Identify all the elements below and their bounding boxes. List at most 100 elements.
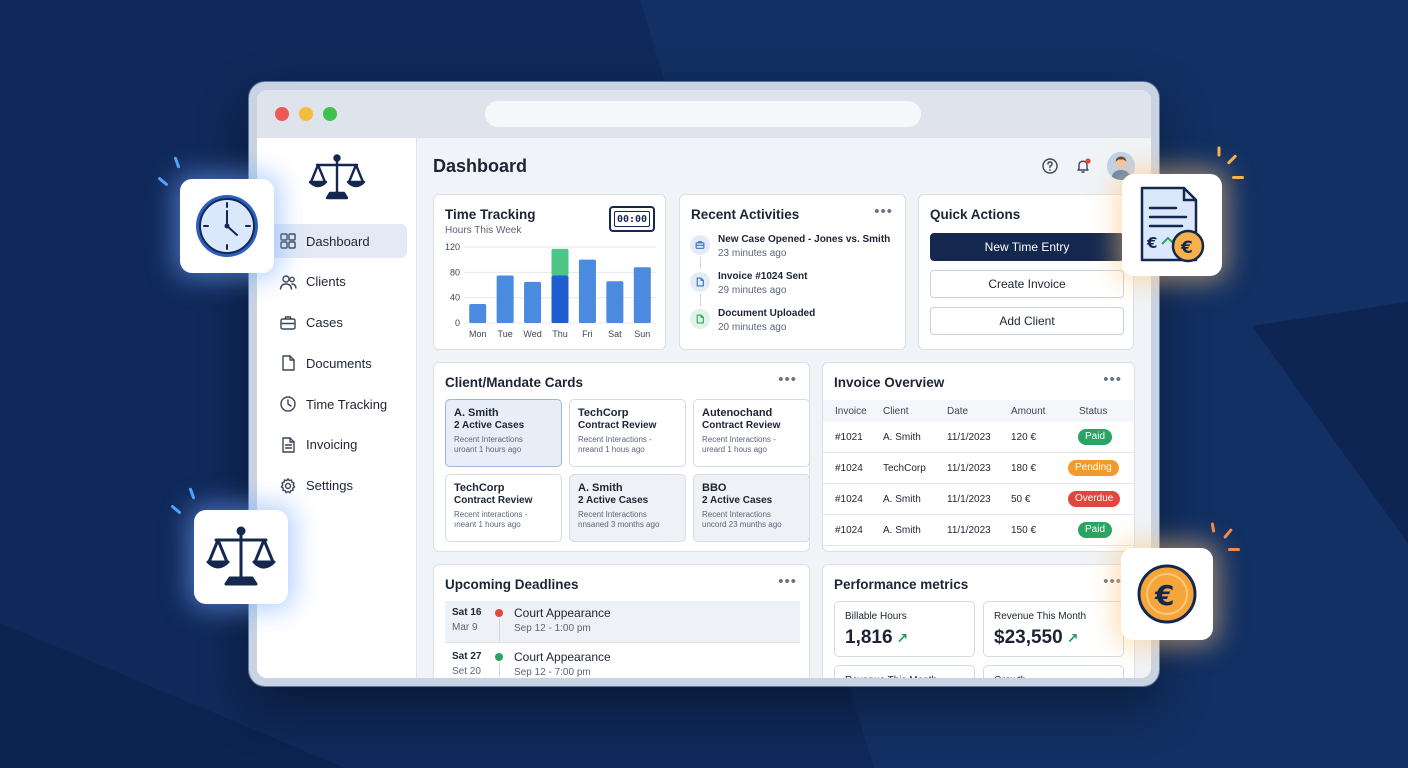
deadline-subdate: Mar 9 [452, 622, 478, 633]
client-meta-time: ureard 1 hous ago [702, 445, 767, 454]
more-options-icon[interactable]: ••• [1103, 371, 1122, 388]
activity-document-icon [690, 309, 710, 329]
status-badge: Paid [1078, 429, 1113, 445]
column-header[interactable]: Client [883, 406, 909, 417]
y-tick-label: 40 [450, 293, 460, 303]
client-card[interactable]: A. Smith 2 Active Cases Recent Interaction… [569, 474, 686, 542]
activity-time: 23 minutes ago [718, 248, 787, 259]
sidebar-item-dashboard[interactable]: Dashboard [271, 224, 407, 258]
activity-briefcase-icon [690, 235, 710, 255]
sidebar-item-documents[interactable]: Documents [271, 346, 407, 380]
client-name: Autenochand [702, 407, 773, 419]
cell-date: 11/1/2023 [947, 494, 991, 505]
maximize-window-button[interactable] [323, 107, 337, 121]
sparkle-icon [1232, 176, 1244, 179]
sparkle-icon [1228, 548, 1240, 551]
sidebar-item-invoicing[interactable]: Invoicing [271, 428, 407, 462]
column-header[interactable]: Status [1079, 406, 1108, 417]
clock-tile [180, 179, 274, 273]
create-invoice-button[interactable]: Create Invoice [930, 270, 1124, 298]
deadline-time: Sep 12 - 7:00 pm [514, 667, 591, 678]
more-options-icon[interactable]: ••• [778, 573, 797, 590]
client-meta: Recent Interactions - [702, 435, 776, 444]
client-card[interactable]: BBO 2 Active Cases Recent Interactions unco… [693, 474, 810, 542]
gear-icon [280, 477, 296, 494]
table-row[interactable]: #1024 A. Smith 11/1/2023 150 € Paid [823, 515, 1134, 546]
digital-timer-icon[interactable]: 00:00 [609, 206, 655, 232]
sidebar-item-cases[interactable]: Cases [271, 306, 407, 340]
svg-text:€: € [1180, 238, 1193, 258]
timeline-connector [498, 619, 500, 643]
cell-date: 11/1/2023 [947, 432, 991, 443]
new-time-entry-button[interactable]: New Time Entry [930, 233, 1124, 261]
trend-up-icon: ↗ [896, 630, 909, 646]
client-card[interactable]: A. Smith 2 Active Cases Recent Interaction… [445, 399, 562, 467]
table-row[interactable]: #1024 TechCorp 11/1/2023 180 € Pending [823, 453, 1134, 484]
add-client-button[interactable]: Add Client [930, 307, 1124, 335]
metric-label: Revenue This Month [994, 611, 1087, 622]
deadline-title: Court Appearance [514, 606, 611, 620]
close-window-button[interactable] [275, 107, 289, 121]
activity-item[interactable]: Document Uploaded 20 minutes ago [690, 307, 900, 341]
activity-item[interactable]: New Case Opened - Jones vs. Smith 23 minu… [690, 233, 900, 267]
metric-value-wrap: $23,550 ↗ [994, 627, 1078, 649]
address-bar[interactable] [485, 101, 921, 127]
more-options-icon[interactable]: ••• [778, 371, 797, 388]
activity-title: Invoice #1024 Sent [718, 271, 808, 282]
column-header[interactable]: Amount [1011, 406, 1046, 417]
client-card[interactable]: TechCorp Contract Review Recent interactio… [445, 474, 562, 542]
sidebar-item-time-tracking[interactable]: Time Tracking [271, 387, 407, 421]
cell-invoice: #1024 [835, 525, 863, 536]
help-icon[interactable] [1041, 157, 1059, 175]
client-summary: 2 Active Cases [702, 495, 773, 506]
deadline-title: Court Appearance [514, 650, 611, 664]
bar [496, 275, 514, 323]
column-header[interactable]: Date [947, 406, 969, 417]
sidebar-item-settings[interactable]: Settings [271, 469, 407, 503]
deadlines-title: Upcoming Deadlines [445, 577, 579, 592]
more-options-icon[interactable]: ••• [874, 203, 893, 220]
metric-card[interactable]: Revenue This Month $23,550 ↗ [983, 601, 1124, 657]
more-options-icon[interactable]: ••• [1103, 573, 1122, 590]
minimize-window-button[interactable] [299, 107, 313, 121]
table-row[interactable]: #1021 A. Smith 11/1/2023 120 € Paid [823, 422, 1134, 453]
client-card[interactable]: Autenochand Contract Review Recent Interac… [693, 399, 810, 467]
bar [606, 281, 624, 323]
client-name: A. Smith [578, 482, 623, 494]
deadline-item[interactable]: Sat 16 Mar 9 Court Appearance Sep 12 - 1:00… [445, 601, 800, 643]
client-summary: Contract Review [702, 420, 781, 431]
sidebar-item-label: Invoicing [306, 437, 358, 453]
sidebar-item-clients[interactable]: Clients [271, 265, 407, 299]
deadline-item[interactable]: Sat 27 Set 20 Court Appearance Sep 12 - 7:0… [445, 645, 800, 678]
metric-value: 1,816 [845, 627, 893, 648]
sidebar-item-label: Cases [306, 315, 343, 331]
notification-bell-icon[interactable] [1074, 157, 1092, 175]
sparkle-icon [1217, 146, 1221, 157]
clock-icon [280, 396, 296, 412]
activity-item[interactable]: Invoice #1024 Sent 29 minutes ago [690, 270, 900, 304]
metric-card[interactable]: Revenue This Month [834, 665, 975, 678]
svg-text:€: € [1146, 234, 1157, 252]
grid-icon [280, 233, 296, 249]
client-name: A. Smith [454, 407, 499, 419]
cell-amount: 150 € [1011, 525, 1037, 536]
y-tick-label: 0 [455, 318, 460, 328]
status-badge: Pending [1068, 460, 1119, 476]
column-header[interactable]: Invoice [835, 406, 867, 417]
bar [469, 304, 487, 323]
client-name: BBO [702, 482, 727, 494]
client-meta-time: uroant 1 hours ago [454, 445, 522, 454]
metric-card[interactable]: Growth [983, 665, 1124, 678]
euro-coin-icon: € [1137, 564, 1197, 624]
activity-title: New Case Opened - Jones vs. Smith [718, 234, 891, 245]
activity-document-icon [690, 272, 710, 292]
x-tick-label: Sat [608, 329, 622, 339]
sidebar-item-label: Documents [306, 355, 372, 371]
client-card[interactable]: TechCorp Contract Review Recent Interactio… [569, 399, 686, 467]
metric-value-wrap: 1,816 ↗ [845, 627, 908, 649]
metric-card[interactable]: Billable Hours 1,816 ↗ [834, 601, 975, 657]
page-title: Dashboard [433, 156, 528, 176]
users-icon [279, 275, 297, 290]
cell-amount: 50 € [1011, 494, 1031, 505]
table-row[interactable]: #1024 A. Smith 11/1/2023 50 € Overdue [823, 484, 1134, 515]
